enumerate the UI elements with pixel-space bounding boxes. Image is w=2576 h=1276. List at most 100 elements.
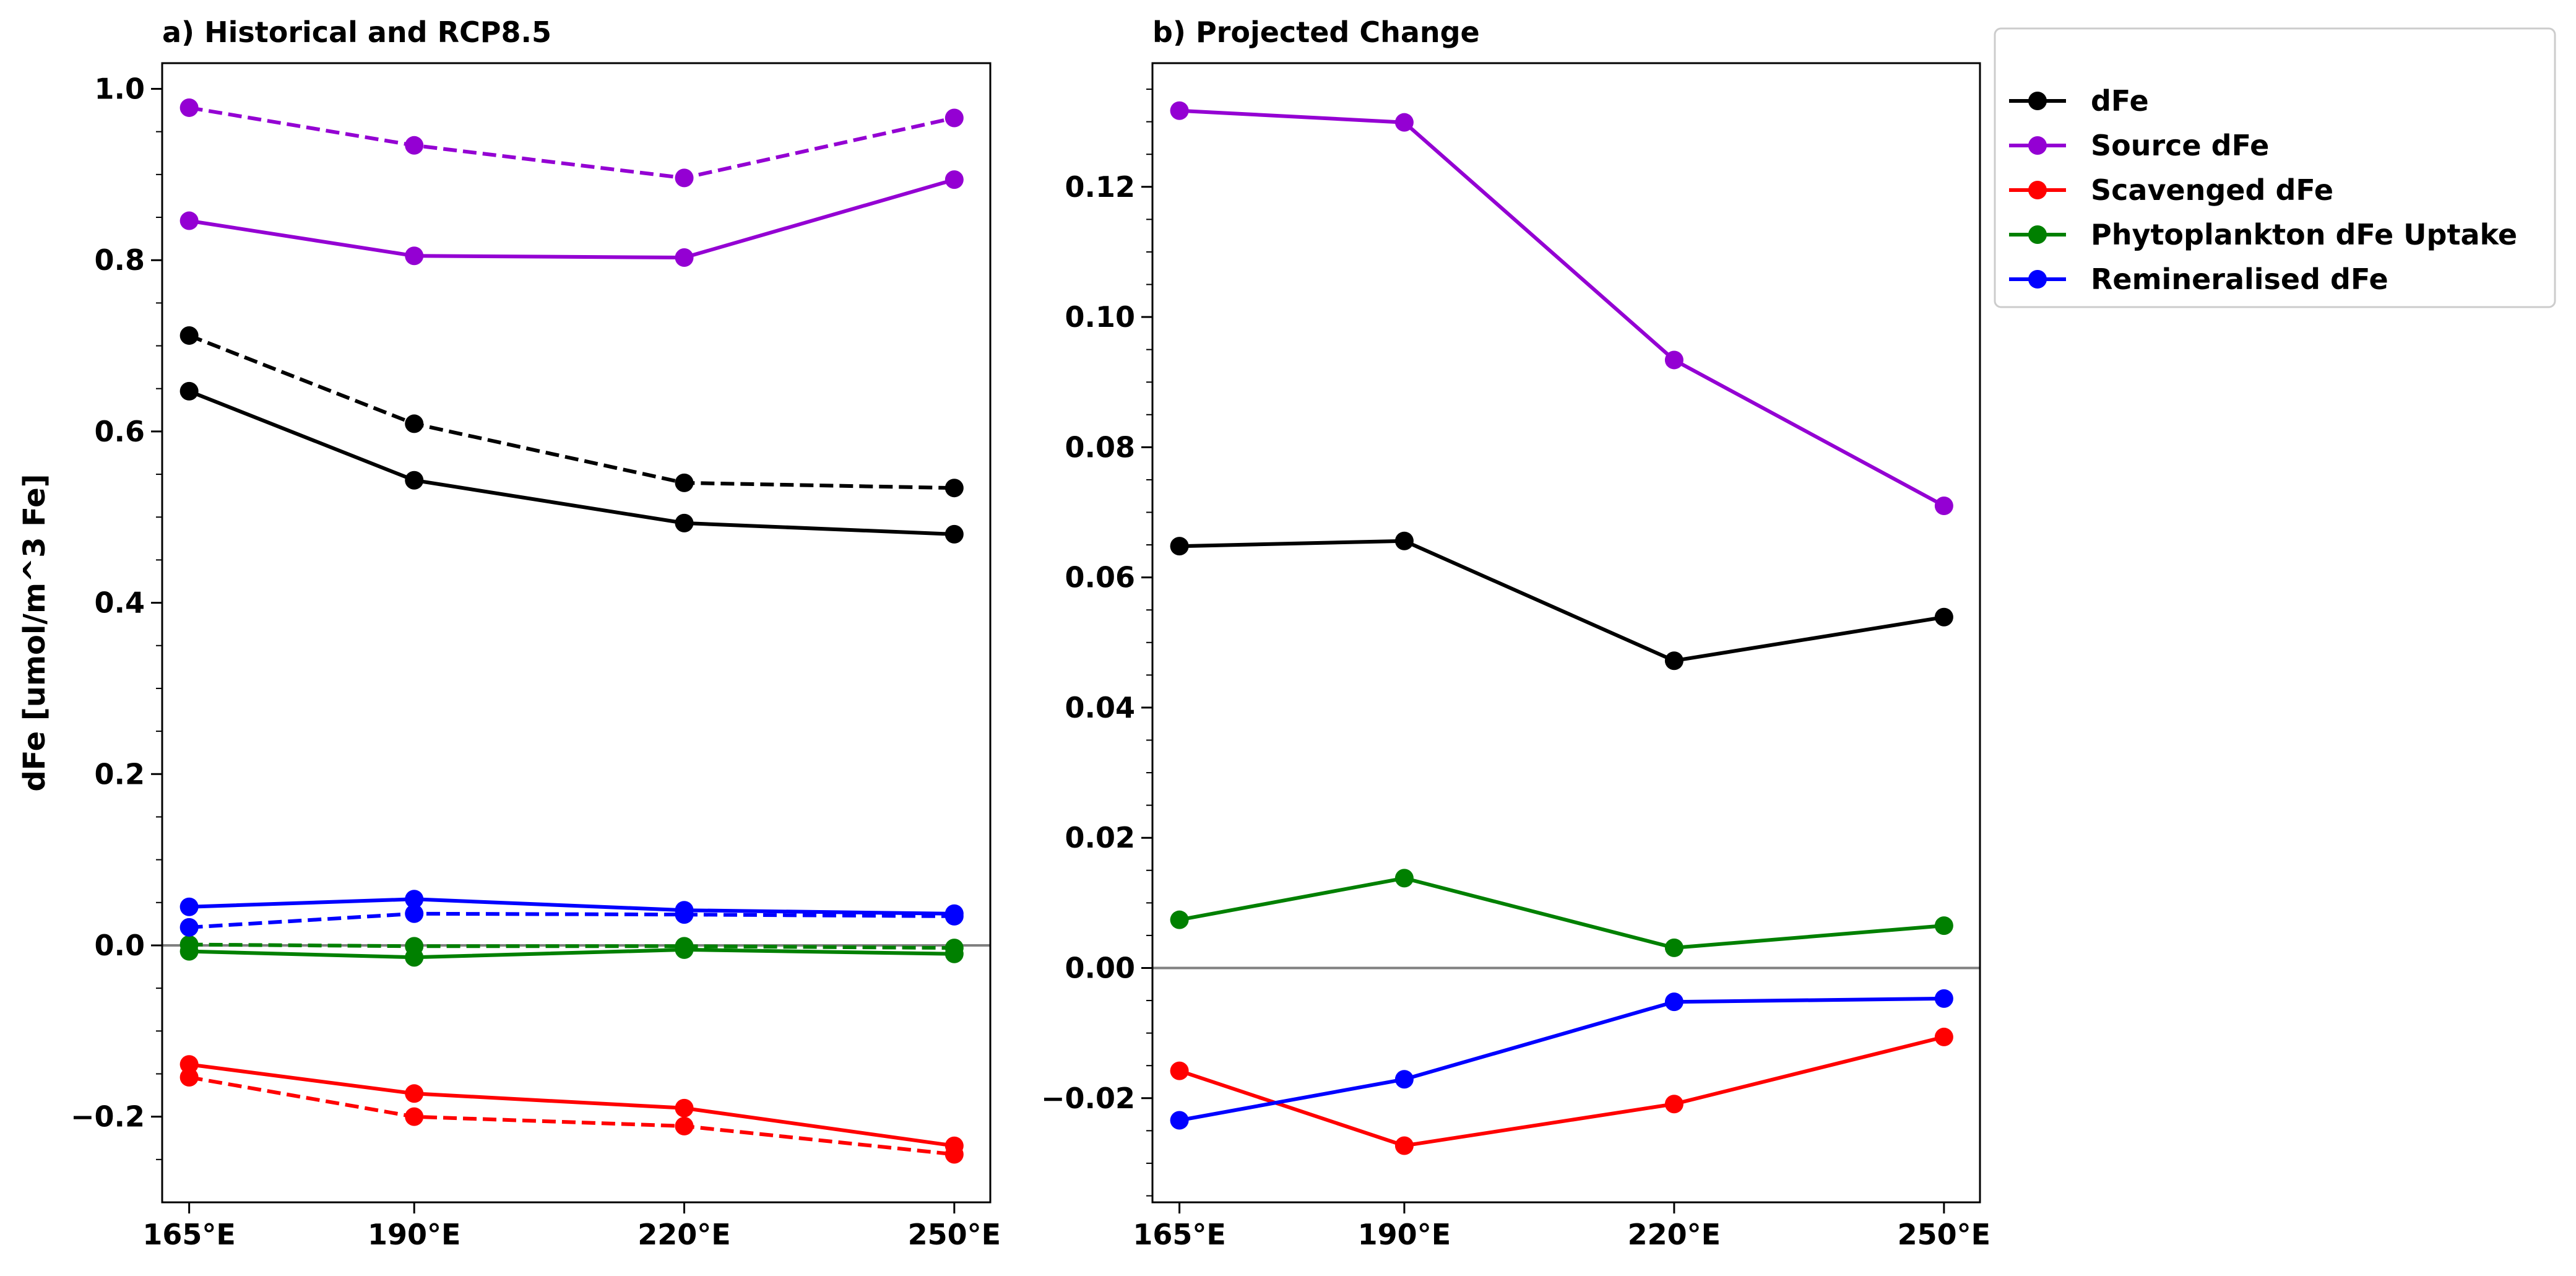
panel-a-plot-area: −0.2 0.0 0.2 0.4 0.6 0.8 1.0 165°E 190°E 220°E 250… [71, 62, 1001, 1251]
data-point-phytoplankton-dfe-uptake [1934, 916, 1953, 935]
data-point-source-dfe [944, 108, 964, 128]
data-point-dfe [675, 513, 694, 532]
series-line-remineralised-dfe [1179, 996, 1944, 1122]
x-tick-label: 220°E [638, 1218, 730, 1251]
y-tick-label: 0.8 [95, 243, 145, 277]
y-tick-label: 0.10 [1065, 300, 1136, 334]
legend-label-phytoplankton-dfe-uptake: Phytoplankton dFe Uptake [2091, 218, 2517, 251]
data-point-dfe [405, 471, 424, 490]
data-point-source-dfe [179, 211, 199, 230]
data-point-phytoplankton-dfe-uptake [675, 937, 694, 956]
series-line-remineralised-dfe-dashed [189, 911, 954, 929]
legend-items: dFe Source dFe Scavenged dFe Phytoplankton … [2009, 84, 2517, 296]
y-tick-label: 0.06 [1065, 561, 1136, 594]
data-point-scavenged-dfe [675, 1116, 694, 1135]
series-line-scavenged-dfe [1178, 1035, 1945, 1148]
plot-frame [161, 62, 992, 1204]
data-point-source-dfe [405, 246, 424, 266]
data-point-dfe [1934, 607, 1953, 627]
legend-frame [1994, 27, 2556, 308]
panel-a-ylabel: dFe [umol/m^3 Fe] [17, 474, 52, 791]
data-point-source-dfe [179, 98, 199, 117]
data-point-phytoplankton-dfe-uptake [1170, 910, 1189, 929]
x-tick-label: 220°E [1628, 1218, 1721, 1251]
legend-marker-source-dfe [2028, 136, 2047, 155]
y-tick-label: 0.02 [1065, 821, 1136, 854]
y-tick-label: 1.0 [95, 72, 145, 106]
series-line-remineralised-dfe [189, 897, 954, 916]
data-point-dfe [944, 524, 964, 544]
legend: dFe Source dFe Scavenged dFe Phytoplankton … [1994, 27, 2556, 308]
y-tick-label: 0.08 [1065, 430, 1136, 464]
data-point-source-dfe [675, 168, 694, 188]
data-point-scavenged-dfe [1394, 1136, 1414, 1155]
series-line-phytoplankton-dfe-uptake [1179, 876, 1945, 950]
x-tick-label: 165°E [142, 1218, 235, 1251]
series-line-source-dfe [1179, 108, 1945, 508]
data-point-scavenged-dfe [1664, 1095, 1683, 1114]
data-point-remineralised-dfe [1664, 992, 1683, 1012]
panel-b-plot-area: −0.02 0.00 0.02 0.04 0.06 0.08 0.10 0.12 165°E 19… [1041, 62, 1990, 1251]
data-point-phytoplankton-dfe-uptake [1394, 869, 1414, 888]
data-point-dfe [675, 473, 694, 492]
data-point-scavenged-dfe [405, 1084, 424, 1103]
data-point-phytoplankton-dfe-uptake [405, 937, 424, 956]
series-line-source-dfe-dashed [189, 105, 955, 180]
data-point-source-dfe [944, 170, 964, 189]
panel-b: b) Projected Change −0.02 0.00 0.02 0.04 0.0… [1041, 15, 1990, 1251]
legend-marker-phytoplankton-dfe-uptake [2028, 225, 2047, 244]
data-point-source-dfe [405, 136, 424, 155]
data-point-remineralised-dfe [405, 904, 424, 923]
data-point-dfe [1394, 531, 1414, 550]
panel-b-title: b) Projected Change [1152, 15, 1480, 49]
data-point-remineralised-dfe [179, 918, 199, 937]
data-point-source-dfe [1394, 113, 1414, 132]
panel-a-title: a) Historical and RCP8.5 [162, 15, 551, 49]
data-point-source-dfe [1934, 496, 1953, 515]
data-point-dfe [1170, 537, 1189, 556]
data-point-scavenged-dfe [675, 1098, 694, 1118]
x-tick-label: 190°E [1358, 1218, 1451, 1251]
y-tick-label: 0.0 [95, 929, 145, 962]
data-point-scavenged-dfe [944, 1145, 964, 1164]
series-line-scavenged-dfe [189, 1062, 955, 1148]
data-point-source-dfe [1170, 101, 1189, 120]
data-point-dfe [944, 479, 964, 498]
data-point-dfe [1664, 651, 1683, 671]
data-point-scavenged-dfe [179, 1068, 199, 1087]
data-point-source-dfe [1664, 350, 1683, 370]
data-point-scavenged-dfe [1170, 1061, 1189, 1080]
legend-label-dfe: dFe [2091, 84, 2149, 118]
series-line-phytoplankton-dfe-uptake [189, 947, 954, 960]
series-line-source-dfe [189, 178, 955, 259]
plot-frame [1151, 62, 1981, 1204]
y-tick-label: 0.6 [95, 415, 145, 448]
x-tick-label: 250°E [908, 1218, 1001, 1251]
y-tick-label: 0.00 [1065, 951, 1136, 984]
x-tick-label: 165°E [1133, 1218, 1225, 1251]
y-tick-label: −0.2 [71, 1100, 145, 1134]
data-point-remineralised-dfe [1934, 989, 1953, 1008]
data-point-dfe [405, 414, 424, 433]
series-line-phytoplankton-dfe-uptake-dashed [189, 942, 954, 950]
data-point-dfe [179, 326, 199, 345]
panel-a: a) Historical and RCP8.5 dFe [umol/m^3 F… [17, 15, 1001, 1251]
data-point-source-dfe [675, 248, 694, 267]
y-tick-label: 0.4 [95, 586, 145, 620]
x-tick-label: 250°E [1898, 1218, 1990, 1251]
data-point-remineralised-dfe [405, 890, 424, 909]
x-tick-label: 190°E [368, 1218, 460, 1251]
data-point-remineralised-dfe [944, 906, 964, 926]
data-point-scavenged-dfe [405, 1107, 424, 1126]
series-line-dfe [188, 389, 954, 536]
y-tick-label: −0.02 [1041, 1082, 1135, 1115]
data-point-scavenged-dfe [179, 1055, 199, 1074]
y-tick-label: 0.04 [1065, 691, 1136, 724]
data-point-phytoplankton-dfe-uptake [1664, 938, 1683, 957]
data-point-remineralised-dfe [1394, 1070, 1414, 1089]
legend-label-source-dfe: Source dFe [2091, 129, 2269, 162]
y-tick-label: 0.12 [1065, 170, 1136, 204]
data-point-remineralised-dfe [179, 897, 199, 916]
legend-label-remineralised-dfe: Remineralised dFe [2091, 263, 2388, 296]
